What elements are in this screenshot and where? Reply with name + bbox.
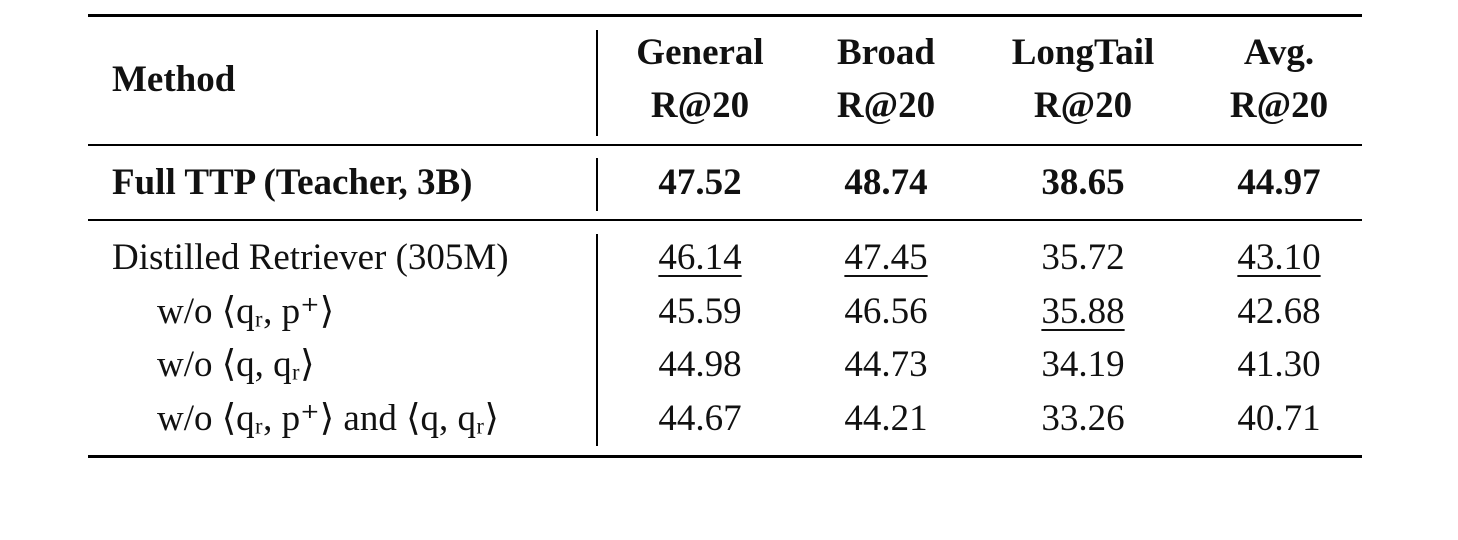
cell-value: 33.26	[1041, 397, 1125, 439]
cell-value: 46.14	[658, 237, 742, 278]
column-separator	[596, 30, 598, 136]
cell-value: 46.56	[844, 290, 928, 332]
cell-value: 42.68	[1237, 290, 1321, 332]
header-cell: R@20	[836, 85, 936, 126]
cell-value: 43.10	[1237, 237, 1321, 278]
header-cell: General	[636, 32, 764, 73]
header-cell: Broad	[836, 32, 936, 73]
row-label: w/o ⟨q, qᵣ⟩	[157, 344, 315, 385]
row-label: Full TTP (Teacher, 3B)	[112, 162, 473, 203]
column-separator	[596, 234, 598, 446]
header-cell: Method	[112, 59, 236, 100]
row-label: Distilled Retriever (305M)	[112, 237, 509, 278]
cell-value: 44.67	[658, 397, 742, 439]
cell-value: 38.65	[1041, 162, 1125, 203]
header-cell: Avg.	[1243, 32, 1315, 73]
row-label: w/o ⟨qᵣ, p⁺⟩	[157, 290, 335, 332]
column-separator	[596, 158, 598, 211]
row-label: w/o ⟨qᵣ, p⁺⟩ and ⟨q, qᵣ⟩	[157, 397, 499, 439]
top-rule	[88, 14, 1362, 17]
cell-value: 35.88	[1041, 290, 1125, 332]
cell-value: 44.73	[844, 344, 928, 385]
header-cell: R@20	[1229, 85, 1329, 126]
cell-value: 34.19	[1041, 344, 1125, 385]
bottom-rule	[88, 455, 1362, 458]
cell-value: 48.74	[844, 162, 928, 203]
group-rule	[88, 219, 1362, 221]
cell-value: 40.71	[1237, 397, 1321, 439]
cell-value: 41.30	[1237, 344, 1321, 385]
header-rule	[88, 144, 1362, 146]
header-cell: R@20	[1033, 85, 1133, 126]
header-cell: R@20	[650, 85, 750, 126]
header-cell: LongTail	[1011, 32, 1155, 73]
cell-value: 44.21	[844, 397, 928, 439]
cell-value: 44.98	[658, 344, 742, 385]
cell-value: 44.97	[1237, 162, 1321, 203]
cell-value: 45.59	[658, 290, 742, 332]
cell-value: 47.45	[844, 237, 928, 278]
cell-value: 35.72	[1041, 237, 1125, 278]
cell-value: 47.52	[658, 162, 742, 203]
